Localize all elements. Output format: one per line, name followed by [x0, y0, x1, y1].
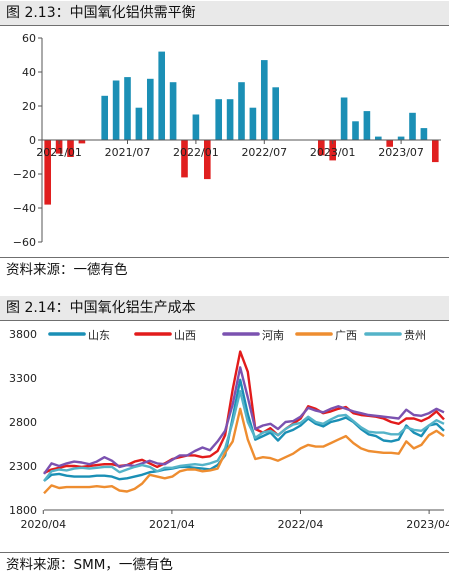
x-tick-label: 2023/01	[310, 146, 356, 159]
bar	[329, 140, 337, 161]
legend-label: 山西	[174, 329, 196, 342]
x-tick-label: 2022/07	[241, 146, 287, 159]
y-tick-label: 2300	[9, 460, 37, 473]
title-divider	[0, 320, 449, 321]
y-tick-label: −60	[13, 236, 36, 249]
bar	[272, 87, 280, 140]
series-line	[43, 350, 445, 475]
bar	[101, 95, 109, 140]
y-tick-label: 20	[22, 100, 36, 113]
bar	[374, 136, 382, 140]
bar	[192, 114, 200, 140]
y-tick-label: −40	[13, 202, 36, 215]
bar	[397, 136, 405, 140]
bar	[44, 140, 52, 205]
x-tick-label: 2023/07	[378, 146, 424, 159]
bar	[260, 60, 268, 140]
bar	[55, 140, 63, 154]
figure-source: 资料来源：一德有色	[6, 262, 128, 278]
x-tick-label: 2021/04	[149, 518, 195, 531]
bar	[226, 99, 234, 140]
bar	[124, 77, 131, 140]
bar	[409, 112, 416, 140]
legend-label: 广西	[335, 329, 357, 342]
bar	[181, 140, 188, 178]
bar	[386, 140, 394, 147]
x-tick-label: 2021/07	[105, 146, 151, 159]
figure-source: 资料来源：SMM，一德有色	[6, 557, 173, 573]
bar	[249, 107, 257, 140]
bar	[363, 111, 371, 140]
chart-bottom-divider	[0, 257, 449, 258]
y-tick-label: 40	[22, 66, 36, 79]
bar	[78, 140, 86, 144]
y-tick-label: −20	[13, 168, 36, 181]
bar	[158, 51, 166, 140]
chart-bottom-divider	[0, 552, 449, 553]
x-tick-label: 2023/04	[406, 518, 449, 531]
bar	[420, 128, 428, 140]
bar	[317, 140, 325, 156]
figure-title-production-cost: 图 2.14：中国氧化铝生产成本	[0, 296, 449, 320]
bar	[169, 82, 177, 140]
x-tick-label: 2022/04	[278, 518, 324, 531]
bar	[67, 140, 74, 157]
title-divider	[0, 25, 449, 26]
y-tick-label: 1800	[9, 504, 37, 517]
y-tick-label: 3300	[9, 372, 37, 385]
series-line	[43, 389, 445, 482]
bar	[215, 99, 223, 140]
supply-demand-bar-chart: 60 40 20 0 −20 −40 −60 2021/01 2021/07 2022/01 202…	[13, 32, 441, 249]
bar	[431, 140, 439, 163]
y-tick-label: 60	[22, 32, 36, 45]
figure-title-supply-demand: 图 2.13：中国氧化铝供需平衡	[0, 1, 449, 25]
y-tick-label: 2800	[9, 416, 37, 429]
bar	[238, 82, 245, 140]
x-tick-label: 2020/04	[20, 518, 66, 531]
y-tick-label: 3800	[9, 328, 37, 341]
bar	[340, 97, 348, 140]
bar	[135, 107, 143, 140]
bar	[146, 78, 154, 140]
bar	[112, 80, 120, 140]
bar	[203, 140, 211, 180]
y-tick-label: 0	[29, 134, 36, 147]
series-line	[43, 366, 445, 475]
legend-label: 河南	[262, 329, 284, 342]
bar	[352, 121, 359, 140]
series-line	[43, 378, 445, 482]
x-tick-label: 2021/01	[36, 146, 82, 159]
x-tick-label: 2022/01	[173, 146, 219, 159]
legend-label: 贵州	[404, 329, 426, 342]
legend-label: 山东	[88, 329, 110, 342]
series-line	[43, 407, 445, 495]
